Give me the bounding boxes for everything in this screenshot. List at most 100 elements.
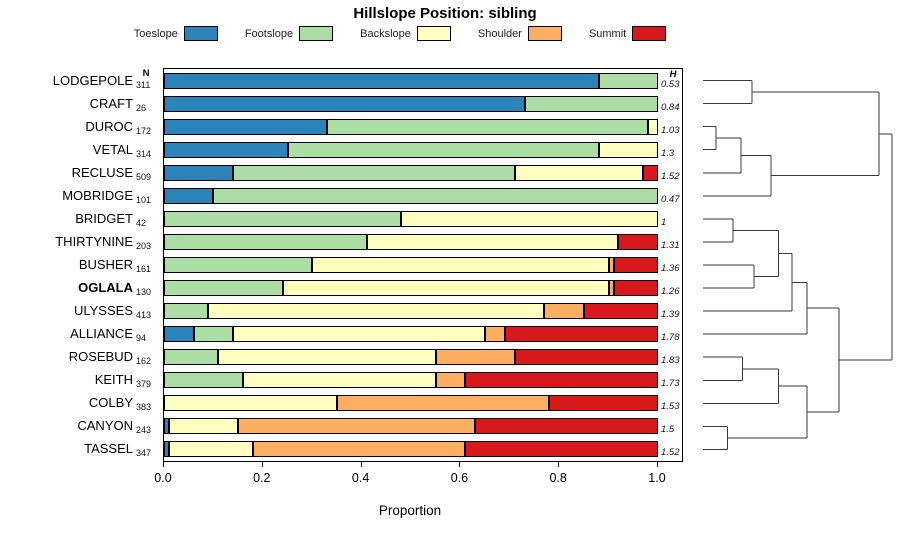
row-label-bridget: BRIDGET bbox=[75, 210, 133, 226]
bar-segment-summit bbox=[613, 257, 658, 273]
bar-segment-backslope bbox=[312, 257, 609, 273]
chart-title: Hillslope Position: sibling bbox=[353, 5, 537, 22]
bar-segment-summit bbox=[514, 349, 658, 366]
bar-segment-shoulder bbox=[435, 349, 515, 366]
row-label-canyon: CANYON bbox=[77, 418, 133, 434]
h-value: 1.73 bbox=[661, 378, 680, 390]
n-value: 161 bbox=[136, 264, 152, 274]
bar-segment-footslope bbox=[327, 118, 649, 135]
bar-segment-summit bbox=[643, 164, 658, 181]
h-value: 1.3 bbox=[661, 147, 675, 159]
bar-segment-toeslope bbox=[164, 441, 169, 458]
n-value: 383 bbox=[136, 402, 152, 413]
bar-segment-footslope bbox=[193, 326, 234, 343]
row-label-keith: KEITH bbox=[94, 372, 133, 388]
x-axis-tick bbox=[261, 462, 263, 467]
bar-segment-shoulder bbox=[608, 257, 614, 273]
legend-swatch-backslope bbox=[416, 26, 451, 41]
x-axis-tick-label: 1.0 bbox=[648, 471, 666, 485]
row-label-ulysses: ULYSSES bbox=[73, 303, 133, 319]
row-label-craft: CRAFT bbox=[89, 95, 133, 111]
legend-label: Shoulder bbox=[477, 27, 522, 40]
bar-segment-footslope bbox=[164, 233, 367, 250]
row-label-tassel: TASSEL bbox=[84, 441, 133, 457]
bar-segment-summit bbox=[549, 395, 658, 412]
bar-segment-backslope bbox=[598, 141, 658, 158]
h-value: 1.03 bbox=[661, 124, 680, 136]
n-value: 509 bbox=[136, 171, 152, 182]
bar-segment-backslope bbox=[218, 349, 436, 366]
bar-segment-backslope bbox=[648, 118, 658, 135]
bar-segment-toeslope bbox=[164, 141, 288, 158]
n-value: 130 bbox=[136, 287, 152, 298]
bar-segment-backslope bbox=[401, 210, 658, 227]
legend-swatch-shoulder bbox=[527, 26, 562, 41]
x-axis-tick-label: 0.8 bbox=[549, 471, 567, 485]
bar-segment-footslope bbox=[164, 257, 313, 273]
bar-segment-shoulder bbox=[435, 372, 466, 389]
x-axis-tick bbox=[163, 462, 164, 467]
bar-segment-footslope bbox=[598, 72, 658, 89]
bar-segment-footslope bbox=[164, 349, 219, 366]
bar-segment-shoulder bbox=[544, 303, 584, 320]
bar-segment-toeslope bbox=[164, 95, 525, 112]
bar-segment-footslope bbox=[233, 164, 515, 181]
bar-segment-summit bbox=[583, 303, 658, 320]
row-label-alliance: ALLIANCE bbox=[70, 326, 133, 342]
bar-segment-backslope bbox=[243, 372, 436, 389]
legend-label: Summit bbox=[588, 27, 627, 40]
bar-segment-backslope bbox=[233, 326, 486, 343]
bar-segment-shoulder bbox=[252, 441, 466, 458]
row-label-vetal: VETAL bbox=[92, 141, 133, 157]
legend-swatch-toeslope bbox=[183, 26, 218, 41]
x-axis-label: Proportion bbox=[378, 503, 442, 518]
row-label-recluse: RECLUSE bbox=[71, 164, 133, 180]
n-value: 101 bbox=[136, 194, 152, 205]
bar-segment-toeslope bbox=[164, 326, 194, 343]
bar-segment-footslope bbox=[164, 372, 244, 389]
bar-segment-backslope bbox=[282, 280, 609, 297]
h-value: 1.83 bbox=[661, 355, 680, 367]
h-value: 1.39 bbox=[661, 309, 680, 321]
bar-segment-shoulder bbox=[608, 280, 614, 297]
bar-segment-summit bbox=[613, 280, 658, 297]
x-axis-tick-label: 0.2 bbox=[253, 471, 271, 485]
row-label-colby: COLBY bbox=[88, 395, 133, 411]
bar-segment-footslope bbox=[213, 187, 658, 204]
bar-segment-summit bbox=[465, 441, 658, 458]
bar-segment-backslope bbox=[164, 395, 337, 412]
bar-segment-toeslope bbox=[164, 187, 214, 204]
n-value: 347 bbox=[136, 448, 152, 459]
bar-segment-shoulder bbox=[336, 395, 550, 412]
h-value: 1.52 bbox=[661, 447, 680, 459]
legend-label: Toeslope bbox=[133, 27, 178, 40]
row-label-lodgepole: LODGEPOLE bbox=[52, 72, 133, 88]
legend-item-summit: Summit bbox=[588, 26, 667, 41]
bar-segment-shoulder bbox=[238, 418, 476, 435]
h-value: 0.47 bbox=[661, 193, 680, 205]
x-axis-tick bbox=[459, 462, 461, 467]
bar-segment-toeslope bbox=[164, 418, 169, 435]
bar-segment-summit bbox=[504, 326, 658, 343]
h-value: 0.84 bbox=[661, 101, 680, 113]
n-value: 172 bbox=[136, 125, 152, 136]
legend-item-footslope: Footslope bbox=[245, 26, 334, 41]
bar-segment-footslope bbox=[164, 210, 402, 227]
x-axis-tick-label: 0.6 bbox=[450, 471, 469, 485]
row-label-oglala: OGLALA bbox=[78, 280, 133, 296]
n-value: 413 bbox=[136, 310, 152, 321]
h-value: 1 bbox=[661, 216, 667, 228]
bar-segment-toeslope bbox=[164, 72, 599, 89]
bar-segment-footslope bbox=[524, 95, 658, 112]
bar-segment-summit bbox=[475, 418, 658, 435]
x-axis-tick-label: 0.0 bbox=[154, 471, 172, 485]
bar-segment-backslope bbox=[366, 233, 619, 250]
h-value: 1.53 bbox=[661, 401, 680, 413]
bar-segment-toeslope bbox=[164, 164, 234, 181]
legend-item-shoulder: Shoulder bbox=[478, 26, 562, 41]
legend-swatch-footslope bbox=[299, 26, 334, 41]
h-value: 1.31 bbox=[661, 239, 680, 251]
row-label-rosebud: ROSEBUD bbox=[68, 349, 133, 365]
bar-segment-backslope bbox=[168, 441, 253, 458]
n-value: 379 bbox=[136, 379, 152, 390]
